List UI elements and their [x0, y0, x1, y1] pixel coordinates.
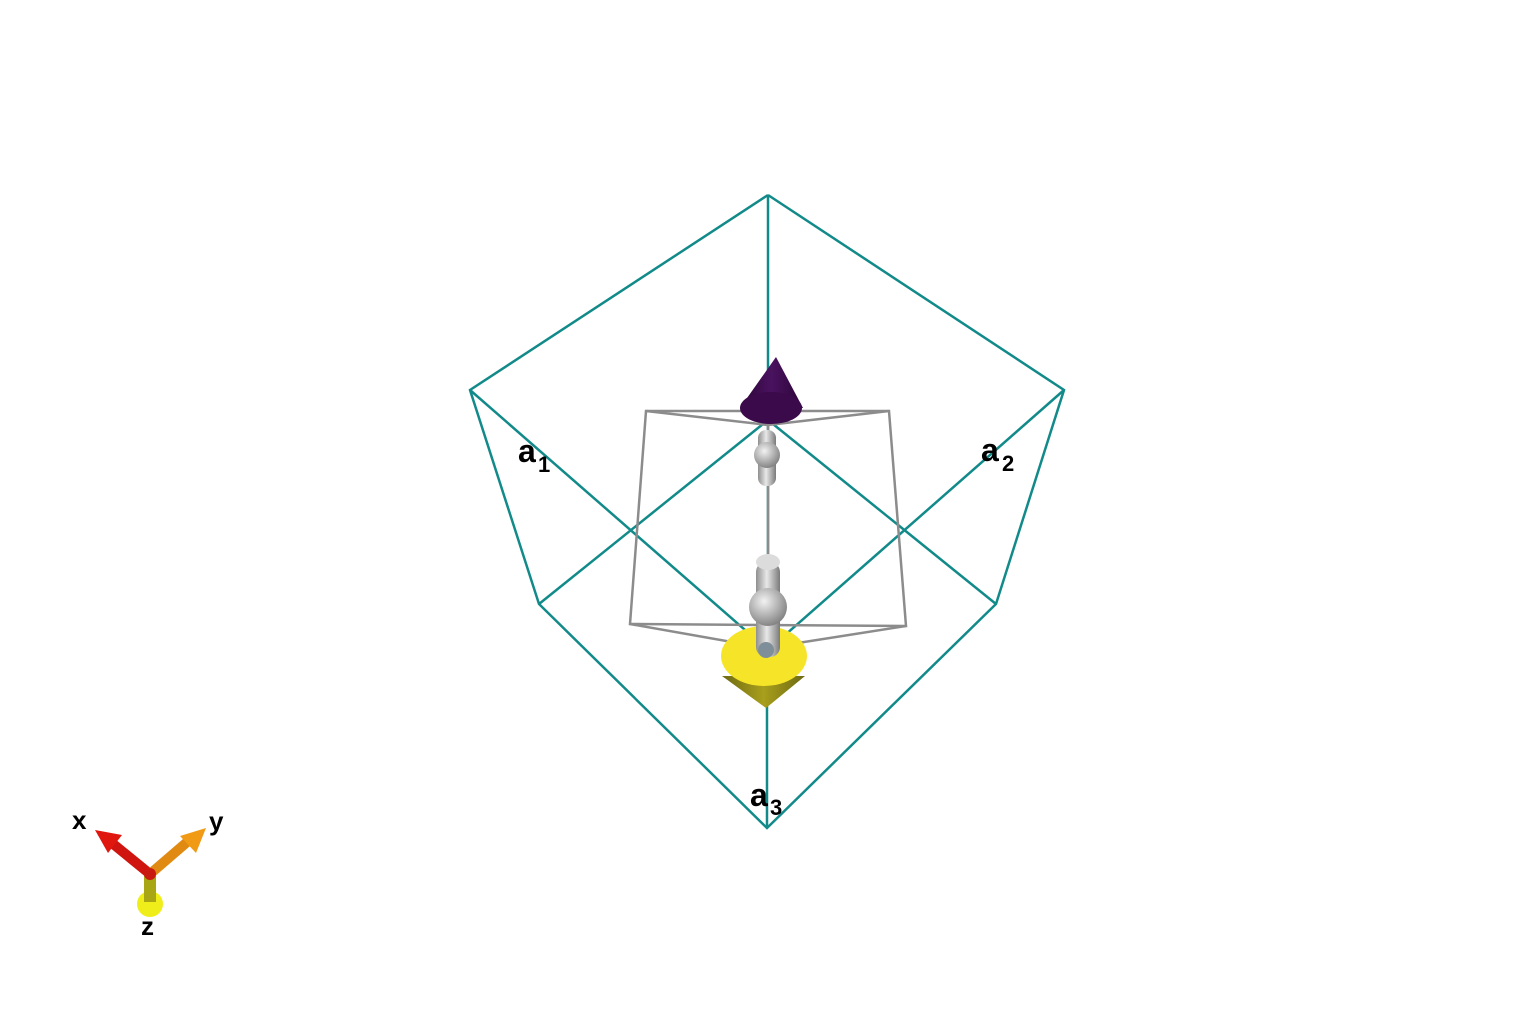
label-a1-sub: 1	[538, 452, 550, 477]
label-a1: a 1	[518, 433, 550, 477]
label-a1-main: a	[518, 433, 536, 469]
axis-y-label: y	[209, 806, 224, 836]
label-a2: a 2	[981, 432, 1014, 476]
label-a3-sub: 3	[770, 795, 782, 820]
axis-z-label: z	[141, 911, 154, 941]
axis-x-label: x	[72, 805, 87, 835]
axis-triad-icon: x y z	[72, 805, 224, 941]
unit-cell-edges	[468, 193, 1066, 830]
spin-arrow-up-icon	[740, 357, 803, 486]
label-a2-sub: 2	[1002, 451, 1014, 476]
spin-arrow-down-icon	[721, 554, 807, 708]
label-a2-main: a	[981, 432, 999, 468]
label-a3-main: a	[750, 777, 768, 813]
label-a3: a 3	[750, 777, 782, 820]
